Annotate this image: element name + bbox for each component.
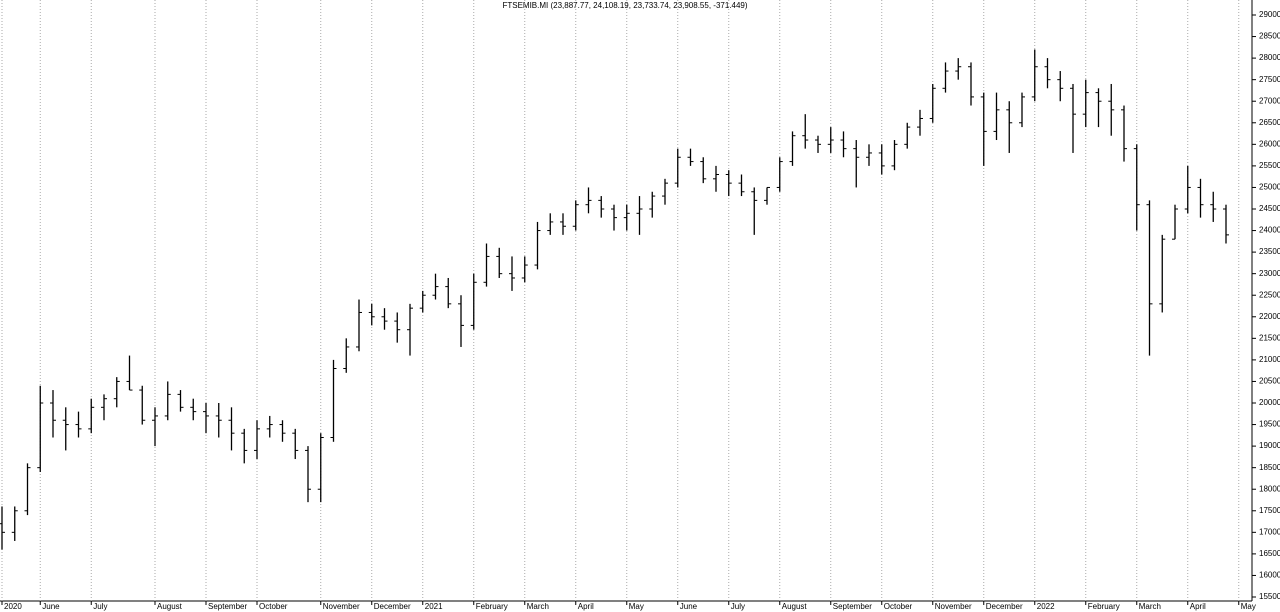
x-tick-label: August [782, 602, 808, 611]
y-tick-label: 21000 [1259, 355, 1280, 364]
x-tick-label: February [476, 602, 508, 611]
y-tick-label: 22500 [1259, 290, 1280, 299]
y-tick-label: 15500 [1259, 592, 1280, 601]
y-tick-label: 20500 [1259, 377, 1280, 386]
y-tick-label: 19500 [1259, 420, 1280, 429]
x-tick-label: February [1088, 602, 1120, 611]
x-tick-label: April [578, 602, 594, 611]
y-tick-label: 20000 [1259, 398, 1280, 407]
y-tick-label: 19000 [1259, 441, 1280, 450]
x-tick-label: December [374, 602, 411, 611]
x-tick-label: September [208, 602, 247, 611]
y-tick-label: 25500 [1259, 161, 1280, 170]
y-tick-label: 28000 [1259, 53, 1280, 62]
x-tick-label: 2020 [4, 602, 22, 611]
y-tick-label: 23000 [1259, 269, 1280, 278]
x-tick-label: August [157, 602, 183, 611]
y-tick-label: 23500 [1259, 247, 1280, 256]
x-tick-label: July [93, 602, 107, 611]
y-tick-label: 16000 [1259, 571, 1280, 580]
chart-title: FTSEMIB.MI (23,887.77, 24,108.19, 23,733… [502, 1, 747, 10]
x-tick-label: May [1241, 602, 1256, 611]
x-tick-label: March [527, 602, 549, 611]
y-tick-label: 24500 [1259, 204, 1280, 213]
y-tick-label: 17000 [1259, 527, 1280, 536]
x-tick-label: December [986, 602, 1023, 611]
y-tick-label: 24000 [1259, 226, 1280, 235]
y-tick-label: 18000 [1259, 484, 1280, 493]
y-tick-label: 29000 [1259, 10, 1280, 19]
x-tick-label: October [884, 602, 913, 611]
y-tick-label: 17500 [1259, 506, 1280, 515]
x-tick-label: November [323, 602, 360, 611]
x-tick-label: March [1139, 602, 1161, 611]
y-tick-label: 25000 [1259, 183, 1280, 192]
y-tick-label: 26000 [1259, 139, 1280, 148]
x-tick-label: 2022 [1037, 602, 1055, 611]
y-tick-label: 26500 [1259, 118, 1280, 127]
x-tick-label: May [629, 602, 644, 611]
x-tick-label: October [259, 602, 288, 611]
y-tick-label: 22000 [1259, 312, 1280, 321]
y-tick-label: 18500 [1259, 463, 1280, 472]
x-tick-label: July [731, 602, 745, 611]
y-tick-label: 21500 [1259, 333, 1280, 342]
y-tick-label: 16500 [1259, 549, 1280, 558]
x-tick-label: September [833, 602, 872, 611]
x-tick-label: 2021 [425, 602, 443, 611]
y-tick-label: 27000 [1259, 96, 1280, 105]
y-tick-label: 27500 [1259, 75, 1280, 84]
x-tick-label: November [935, 602, 972, 611]
x-tick-label: June [42, 602, 60, 611]
x-tick-label: April [1190, 602, 1206, 611]
x-tick-label: June [680, 602, 698, 611]
y-tick-label: 28500 [1259, 32, 1280, 41]
